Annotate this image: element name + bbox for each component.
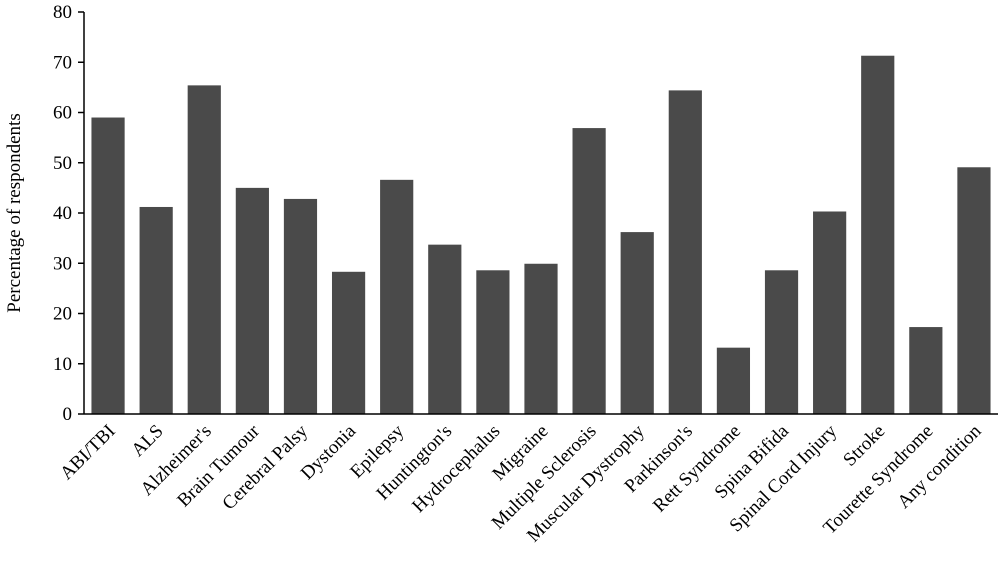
bar (380, 179, 414, 414)
bar (283, 198, 318, 414)
bar (957, 167, 991, 414)
y-axis-title: Percentage of respondents (4, 113, 25, 312)
bar (620, 232, 654, 414)
y-tick-label: 60 (53, 103, 72, 124)
bar (428, 244, 462, 414)
bar (861, 55, 895, 414)
y-tick-label: 80 (53, 2, 72, 23)
y-tick-label: 70 (53, 52, 72, 73)
bar (764, 270, 799, 414)
y-tick-label: 50 (53, 153, 72, 174)
bar (909, 327, 943, 414)
bar (139, 206, 173, 414)
bar (187, 85, 221, 415)
x-category-label: ABI/TBI (56, 421, 119, 484)
bar (668, 90, 702, 414)
bar (716, 347, 751, 414)
y-tick-label: 0 (63, 404, 73, 425)
y-ticks-group: 0 10 20 30 40 50 60 70 80 (53, 2, 84, 425)
x-category-label: ALS (127, 421, 167, 461)
bar (572, 128, 606, 414)
bar (235, 187, 269, 414)
y-tick-label: 10 (53, 354, 72, 375)
bar (476, 270, 510, 414)
bar (91, 117, 125, 415)
y-tick-label: 30 (53, 253, 72, 274)
bar (813, 211, 847, 414)
y-tick-label: 20 (53, 304, 72, 325)
bars-group (91, 55, 991, 415)
x-category-label: Any condition (893, 420, 985, 512)
bar (331, 271, 366, 414)
y-tick-label: 40 (53, 203, 72, 224)
bar (524, 263, 558, 414)
